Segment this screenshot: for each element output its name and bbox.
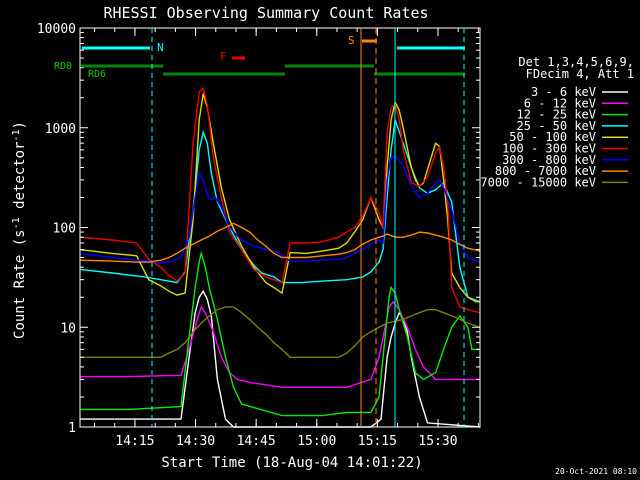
chart-title: RHESSI Observing Summary Count Rates bbox=[103, 4, 428, 22]
legend-entry-label: 100 - 300 keV bbox=[502, 142, 596, 156]
observing-flags: N S F RD0 RD6 bbox=[54, 28, 465, 427]
night-flag-label: N bbox=[157, 41, 164, 54]
plot-area bbox=[79, 86, 481, 428]
y-tick-label: 100 bbox=[53, 222, 76, 237]
saa-flag-label: S bbox=[348, 34, 355, 47]
legend-entry-label: 300 - 800 keV bbox=[502, 153, 596, 167]
y-tick-label: 10000 bbox=[37, 22, 76, 37]
legend-title-line-2: FDecim 4, Att 1 bbox=[526, 67, 634, 81]
legend-entry-label: 25 - 50 keV bbox=[517, 119, 596, 133]
y-axis: 1 10 100 1000 10000 bbox=[37, 22, 480, 436]
x-axis: 14:15 14:30 14:45 15:00 15:15 15:30 bbox=[94, 28, 479, 449]
series-line-4 bbox=[79, 93, 480, 303]
series-line-8 bbox=[80, 306, 481, 358]
series-line-5 bbox=[79, 86, 481, 314]
series-line-3 bbox=[79, 119, 481, 303]
x-axis-label: Start Time (18-Aug-04 14:01:22) bbox=[161, 455, 422, 471]
flare-flag-label: F bbox=[220, 50, 227, 63]
legend-title-line-1: Det 1,3,4,5,6,9, bbox=[518, 55, 634, 69]
legend-entry-label: 12 - 25 keV bbox=[517, 108, 596, 122]
plot-frame bbox=[79, 27, 481, 428]
x-tick-label: 14:45 bbox=[237, 434, 276, 449]
chart-legend: Det 1,3,4,5,6,9, FDecim 4, Att 1 3 - 6 k… bbox=[480, 55, 634, 189]
attenuator-label-rd6: RD6 bbox=[88, 69, 106, 80]
legend-entry-label: 6 - 12 keV bbox=[524, 96, 596, 110]
series-line-1 bbox=[80, 300, 480, 388]
legend-entry-label: 800 - 7000 keV bbox=[495, 164, 596, 178]
series-line-2 bbox=[80, 250, 480, 417]
x-tick-label: 14:30 bbox=[176, 434, 215, 449]
x-tick-label: 14:15 bbox=[115, 434, 154, 449]
x-tick-label: 15:15 bbox=[358, 434, 397, 449]
y-tick-label: 1 bbox=[68, 421, 76, 436]
y-axis-label: Count Rate (s-1 detector-1) bbox=[11, 121, 28, 339]
x-tick-label: 15:30 bbox=[418, 434, 457, 449]
legend-entry-label: 50 - 100 keV bbox=[509, 130, 596, 144]
y-tick-label: 1000 bbox=[45, 122, 76, 137]
series-line-7 bbox=[79, 222, 481, 263]
legend-entry-label: 3 - 6 keV bbox=[531, 85, 596, 99]
attenuator-label-rd0: RD0 bbox=[54, 61, 72, 72]
footer-timestamp: 20-Oct-2021 08:10 bbox=[555, 467, 637, 476]
legend-entry-label: 7000 - 15000 keV bbox=[480, 175, 596, 189]
series-line-6 bbox=[79, 155, 481, 264]
x-tick-label: 15:00 bbox=[297, 434, 336, 449]
y-tick-label: 10 bbox=[60, 321, 76, 336]
